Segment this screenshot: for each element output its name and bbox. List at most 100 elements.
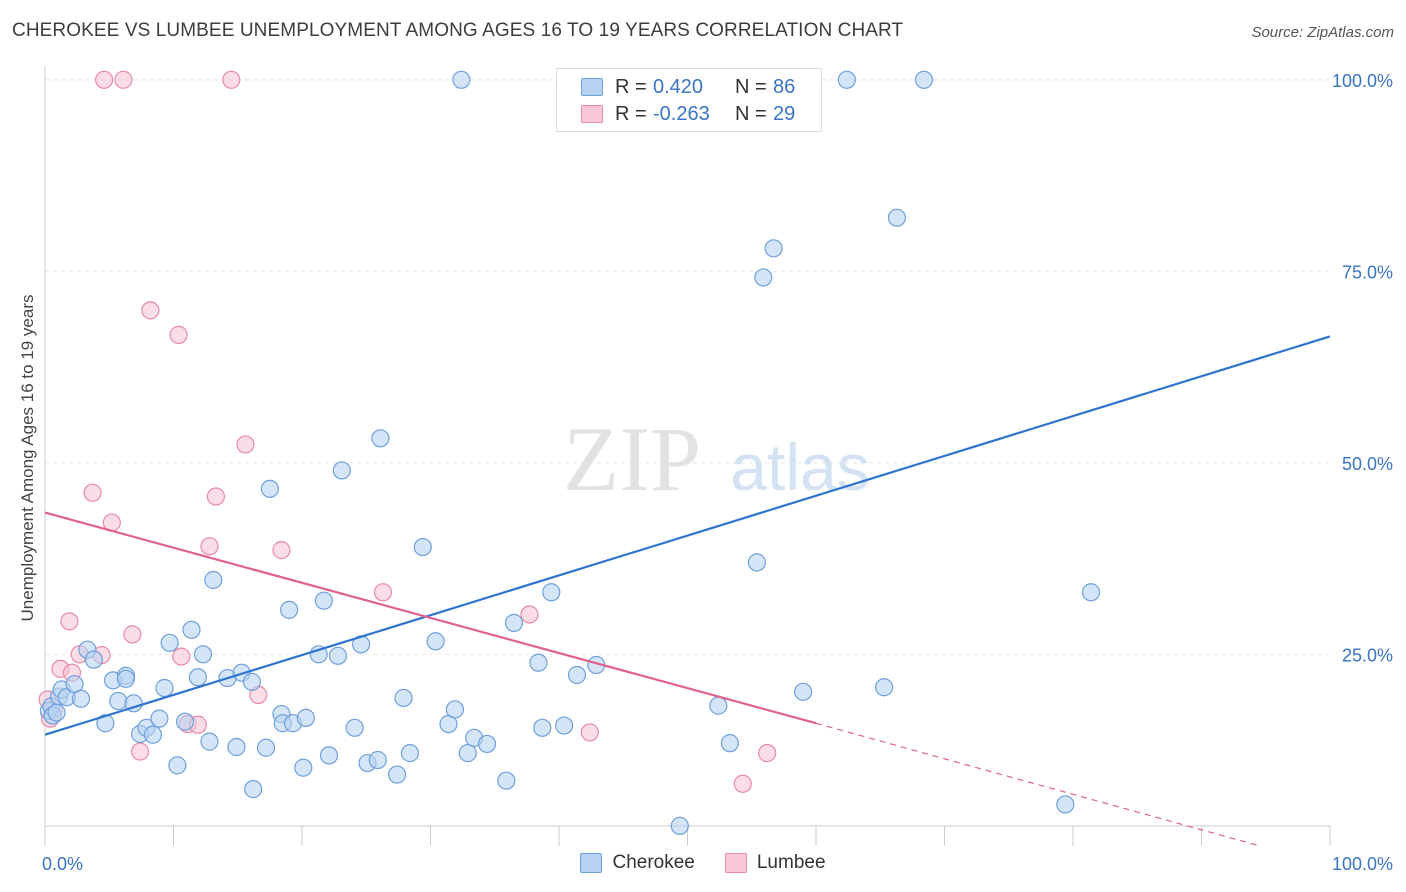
r-label: R =: [615, 102, 647, 125]
cherokee-point: [542, 583, 561, 602]
cherokee-point: [914, 70, 934, 89]
lumbee-point: [60, 612, 79, 631]
cherokee-point: [368, 750, 387, 770]
cherokee-point: [227, 737, 246, 757]
cherokee-point: [116, 669, 136, 688]
cherokee-point: [555, 716, 574, 735]
cherokee-point: [426, 632, 445, 651]
lumbee-point: [141, 301, 160, 320]
cherokee-point: [1081, 583, 1101, 602]
lumbee-point: [733, 774, 752, 793]
legend-item-cherokee[interactable]: Cherokee: [580, 852, 695, 874]
cherokee-point: [314, 591, 333, 610]
y-tick-label: 100.0%: [1332, 71, 1393, 91]
lumbee-legend-swatch: [724, 853, 747, 873]
cherokee-point: [109, 691, 128, 711]
series-legend: Cherokee Lumbee: [0, 852, 1406, 874]
cherokee-point: [1056, 795, 1075, 814]
chart-title: CHEROKEE VS LUMBEE UNEMPLOYMENT AMONG AG…: [12, 20, 904, 41]
lumbee-point: [580, 723, 599, 742]
cherokee-point: [143, 725, 163, 744]
cherokee-point: [754, 268, 773, 287]
cherokee-point: [182, 620, 201, 639]
cherokee-point: [709, 696, 728, 715]
cherokee-point: [533, 718, 552, 737]
cherokee-point: [150, 709, 169, 728]
r-value: -0.263: [653, 102, 710, 125]
lumbee-point: [373, 583, 393, 602]
trend-lines: [44, 335, 1331, 847]
cherokee-swatch: [581, 78, 603, 96]
cherokee-point: [875, 678, 894, 697]
cherokee-point: [529, 653, 548, 672]
watermark: ZIP atlas: [563, 408, 870, 510]
y-tick-label: 50.0%: [1342, 454, 1393, 474]
cherokee-point: [188, 668, 208, 687]
lumbee-point: [206, 487, 226, 506]
cherokee-point: [244, 780, 263, 799]
lumbee-point: [520, 605, 539, 624]
cherokee-point: [387, 765, 407, 784]
cherokee-point: [452, 70, 471, 89]
lumbee-point: [272, 541, 291, 560]
cherokee-legend-label: Cherokee: [612, 852, 695, 873]
cherokee-point: [319, 746, 339, 765]
cherokee-point: [47, 703, 66, 722]
cherokee-point: [193, 645, 213, 664]
n-value: 86: [773, 75, 796, 98]
cherokee-point: [294, 758, 313, 777]
x-tick-label: 0.0%: [42, 854, 83, 874]
cherokee-point: [96, 714, 115, 733]
cherokee-point: [567, 665, 587, 685]
y-tick-label: 75.0%: [1342, 262, 1393, 282]
legend-item-lumbee[interactable]: Lumbee: [724, 852, 826, 874]
cherokee-point: [256, 738, 276, 757]
cherokee-point: [445, 700, 465, 719]
y-tick-label: 25.0%: [1342, 645, 1393, 665]
cherokee-point: [168, 756, 187, 775]
cherokee-point: [280, 600, 299, 619]
cherokee-point: [394, 688, 413, 708]
tick-labels: 25.0% 50.0% 75.0% 100.0% 0.0% 100.0%: [42, 71, 1393, 874]
cherokee-point: [497, 771, 516, 790]
cherokee-point: [332, 461, 351, 480]
cherokee-point: [204, 570, 223, 590]
cherokee-point: [328, 646, 348, 665]
cherokee-point: [670, 816, 689, 835]
lumbee-point: [169, 325, 188, 344]
r-value: 0.420: [653, 75, 704, 98]
lumbee-point: [200, 537, 219, 556]
cherokee-point: [477, 734, 497, 754]
cherokee-legend-swatch: [580, 853, 603, 873]
cherokee-point: [458, 744, 477, 763]
cherokee-point: [260, 479, 279, 498]
lumbee-point: [114, 70, 133, 89]
cherokee-point: [747, 553, 766, 572]
y-axis-label: Unemployment Among Ages 16 to 19 years: [18, 294, 37, 622]
lumbee-point: [83, 483, 102, 502]
cherokee-series: [39, 70, 1101, 835]
cherokee-point: [764, 239, 783, 258]
lumbee-point: [123, 625, 142, 644]
cherokee-point: [200, 732, 219, 751]
cherokee-point: [720, 734, 740, 753]
n-label: N =: [735, 102, 767, 125]
lumbee-trend-extension: [815, 722, 1260, 847]
cherokee-point: [345, 718, 364, 737]
cherokee-point: [296, 708, 315, 727]
lumbee-point: [95, 70, 114, 89]
cherokee-point: [413, 537, 432, 557]
cherokee-point: [887, 208, 907, 227]
lumbee-trend-line: [44, 511, 817, 725]
cherokee-point: [155, 678, 174, 698]
source-label: Source: ZipAtlas.com: [1251, 24, 1394, 41]
lumbee-point: [172, 647, 191, 666]
cherokee-point: [84, 650, 103, 669]
lumbee-point: [758, 744, 777, 763]
cherokee-point: [309, 645, 328, 664]
n-label: N =: [735, 75, 767, 98]
lumbee-swatch: [581, 105, 603, 123]
grid-lines: [45, 79, 1330, 655]
cherokee-point: [837, 70, 856, 89]
